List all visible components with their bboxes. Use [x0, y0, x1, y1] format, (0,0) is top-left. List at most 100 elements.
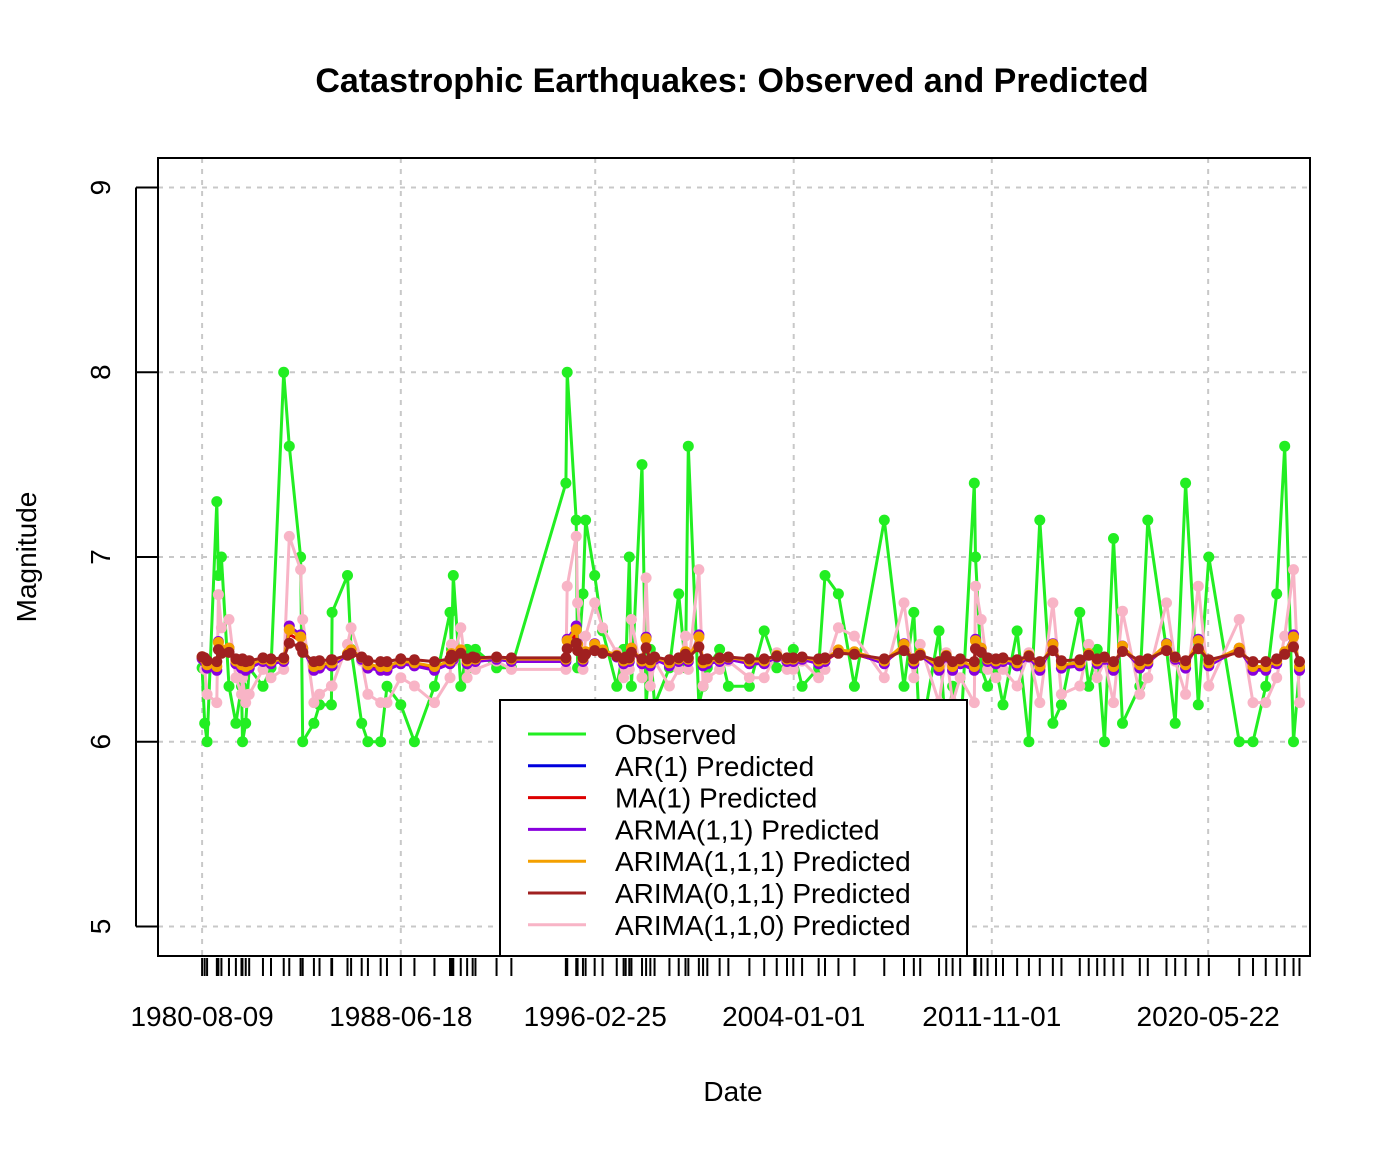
data-point	[898, 680, 910, 692]
data-point	[625, 614, 637, 625]
data-point	[283, 530, 295, 542]
data-point	[819, 570, 831, 581]
x-axis: 1980-08-09 1988-06-18 1996-02-25 2004-01-01…	[130, 958, 1301, 1032]
data-point	[1233, 614, 1245, 625]
data-point	[1294, 697, 1305, 709]
data-point	[663, 654, 675, 666]
data-point	[682, 440, 694, 452]
data-point	[787, 643, 799, 655]
data-point	[1083, 680, 1095, 692]
data-point	[265, 653, 277, 665]
data-point	[278, 663, 290, 675]
x-tick-label: 1996-02-25	[524, 1001, 667, 1032]
data-point	[570, 530, 582, 542]
data-point	[577, 663, 589, 675]
legend-label: ARIMA(0,1,1) Predicted	[615, 878, 911, 909]
data-point	[345, 622, 357, 634]
data-point	[787, 663, 799, 675]
data-point	[1279, 630, 1291, 642]
data-point	[212, 589, 224, 601]
data-point	[908, 672, 920, 684]
data-point	[199, 717, 211, 729]
data-point	[362, 655, 374, 667]
data-point	[1247, 656, 1259, 668]
data-point	[1161, 597, 1172, 609]
data-point	[1260, 680, 1272, 692]
data-point	[640, 642, 652, 654]
data-point	[649, 651, 661, 663]
data-point	[997, 652, 1009, 664]
data-point	[673, 588, 685, 600]
data-point	[561, 643, 573, 655]
data-point	[997, 699, 1009, 711]
legend-label: ARIMA(1,1,0) Predicted	[615, 910, 911, 941]
data-point	[597, 622, 609, 634]
data-point	[1233, 736, 1245, 748]
data-point	[813, 672, 825, 684]
data-point	[663, 680, 675, 692]
data-point	[1142, 672, 1154, 684]
legend-label: Observed	[615, 719, 736, 750]
data-point	[878, 672, 890, 684]
data-point	[1169, 651, 1181, 663]
data-point	[283, 624, 295, 636]
data-point	[375, 736, 387, 748]
data-point	[640, 572, 652, 584]
data-point	[1279, 440, 1291, 452]
data-point	[1117, 646, 1128, 657]
data-point	[1142, 653, 1154, 665]
data-point	[577, 588, 589, 600]
data-point	[1108, 656, 1119, 668]
data-point	[447, 570, 459, 581]
data-point	[623, 551, 635, 563]
legend-label: AR(1) Predicted	[615, 751, 814, 782]
data-point	[636, 459, 648, 471]
data-point	[223, 646, 235, 658]
data-point	[878, 653, 890, 665]
data-point	[1074, 654, 1086, 666]
y-tick-label: 9	[85, 180, 116, 196]
data-point	[787, 652, 799, 664]
y-axis-label: Magnitude	[11, 492, 42, 623]
data-point	[693, 641, 705, 653]
data-point	[982, 652, 994, 664]
data-point	[395, 699, 407, 711]
data-point	[693, 631, 705, 643]
data-point	[215, 622, 227, 634]
data-point	[230, 717, 242, 729]
data-point	[796, 680, 808, 692]
data-point	[968, 697, 980, 709]
data-point	[1117, 605, 1128, 617]
data-point	[1180, 477, 1192, 489]
data-point	[640, 633, 652, 645]
data-point	[560, 477, 572, 489]
data-point	[1203, 654, 1215, 666]
legend-label: ARIMA(1,1,1) Predicted	[615, 846, 911, 877]
data-point	[278, 366, 290, 378]
data-point	[295, 564, 307, 576]
data-point	[1192, 580, 1204, 592]
data-point	[561, 580, 573, 592]
data-point	[325, 699, 337, 711]
data-point	[342, 570, 353, 581]
data-point	[505, 652, 517, 664]
data-point	[561, 635, 573, 647]
data-point	[580, 648, 592, 660]
data-point	[395, 672, 407, 684]
data-point	[1233, 646, 1245, 658]
data-point	[743, 680, 755, 692]
data-point	[701, 672, 713, 684]
data-point	[680, 630, 691, 642]
data-point	[758, 672, 770, 684]
data-point	[326, 606, 338, 618]
data-point	[243, 688, 255, 700]
data-point	[1271, 653, 1283, 665]
data-point	[265, 672, 277, 684]
data-point	[1247, 697, 1259, 709]
y-tick-label: 6	[85, 734, 116, 750]
data-point	[455, 680, 467, 692]
series-5	[196, 637, 1305, 668]
x-axis-label: Date	[703, 1076, 762, 1107]
data-point	[714, 663, 726, 675]
